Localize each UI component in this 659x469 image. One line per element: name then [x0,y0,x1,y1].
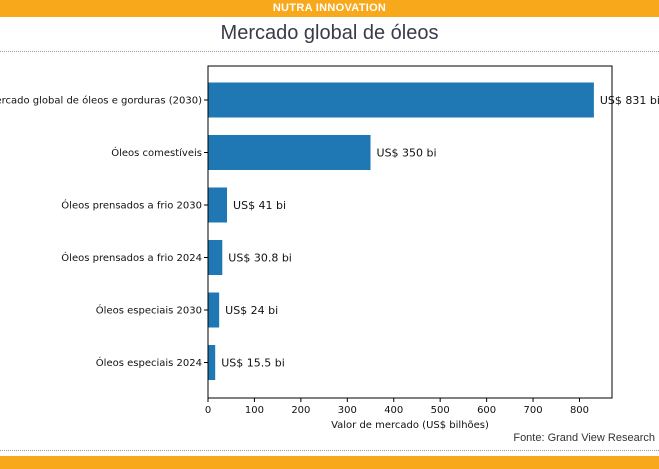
bar-value-label: US$ 831 bi [600,94,659,107]
market-bar-chart: 0 100 200 300 400 500 600 700 800 Mercado global… [0,65,659,431]
category-label: Óleos prensados a frio 2024 [61,251,202,264]
title-divider [0,51,659,52]
bar [208,292,220,328]
x-tick-label: 700 [524,405,543,416]
data-labels: US$ 831 bi US$ 350 bi US$ 41 bi US$ 30.8 bi… [221,94,659,370]
bar [208,187,228,223]
bottom-band [0,456,659,469]
x-tick-label: 300 [338,405,357,416]
x-axis-ticks: 0 100 200 300 400 500 600 700 800 [205,398,589,416]
x-tick-label: 200 [291,405,310,416]
bar [208,345,216,380]
category-label: Óleos especiais 2030 [96,304,202,317]
category-label: Óleos comestíveis [111,146,202,159]
bar-value-label: US$ 15.5 bi [221,357,285,370]
x-tick-label: 800 [570,405,589,416]
bar-value-label: US$ 350 bi [377,147,437,160]
category-labels: Mercado global de óleos e gorduras (2030… [0,95,202,370]
category-label: Óleos especiais 2024 [96,356,202,369]
plot-frame [207,65,613,399]
category-label: Óleos prensados a frio 2030 [61,199,202,212]
bar [208,240,223,275]
bar-series [204,82,594,380]
source-divider [0,450,659,451]
bar-value-label: US$ 41 bi [233,199,286,212]
bar [208,135,371,170]
bar-value-label: US$ 24 bi [225,304,278,317]
x-axis-label: Valor de mercado (US$ bilhões) [331,420,489,431]
bar-value-label: US$ 30.8 bi [228,252,292,265]
source-note: Fonte: Grand View Research [513,432,655,444]
x-tick-label: 0 [205,405,211,416]
page-title: Mercado global de óleos [220,22,439,44]
x-tick-label: 600 [477,405,496,416]
brand-banner: NUTRA INNOVATION [0,0,659,17]
category-label: Mercado global de óleos e gorduras (2030… [0,95,202,107]
x-tick-label: 100 [245,405,264,416]
bar [208,82,594,118]
x-tick-label: 500 [431,405,450,416]
x-tick-label: 400 [384,405,403,416]
